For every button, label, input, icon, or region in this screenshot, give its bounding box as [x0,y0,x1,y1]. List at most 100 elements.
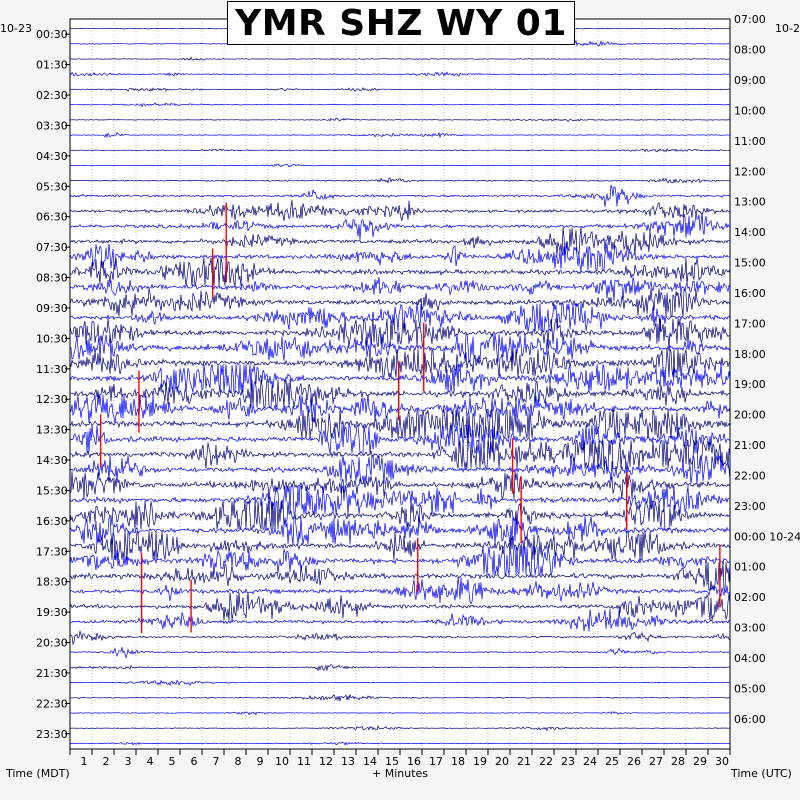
right-date-label: 10-2 [775,22,800,35]
left-time-label: 19:30 [36,606,68,619]
left-time-labels: 00:30 01:30 02:30 03:30 04:30 05:30 06:30 07:30… [36,28,70,741]
left-time-label: 12:30 [36,393,68,406]
right-time-label: 18:00 [734,348,766,361]
left-time-label: 00:30 [36,28,68,41]
trace-line [69,364,731,393]
trace-line [69,470,731,500]
x-tick-label: 12 [319,755,333,768]
x-tick-label: 10 [275,755,289,768]
right-time-label: 14:00 [734,226,766,239]
right-time-label: 15:00 [734,257,766,270]
trace-line [70,148,731,153]
trace-line [69,200,731,221]
x-tick-label: 27 [649,755,663,768]
x-tick-label: 1 [81,755,88,768]
trace-line [69,177,731,184]
right-time-label: 03:00 [734,622,766,635]
right-time-label: 23:00 [734,500,766,513]
trace-line [69,102,731,108]
trace-line [69,163,731,168]
bottom-axis-label: + Minutes [372,767,428,780]
trace-line [69,515,731,545]
x-tick-label: 6 [191,755,198,768]
plot-frame [69,18,731,750]
minute-tick-labels: 1 2 3 4 5 6 7 8 9 10 11 12 13 14 15 16 17 18 19 20 21 22 23 24 2… [81,755,730,768]
right-time-label: 16:00 [734,287,766,300]
x-tick-label: 2 [103,755,110,768]
trace-line [69,694,731,702]
left-time-label: 21:30 [36,667,68,680]
x-tick-label: 11 [297,755,311,768]
left-time-label: 18:30 [36,576,68,589]
trace-line [69,562,731,591]
trace-line [69,630,731,646]
right-time-label: 01:00 [734,561,766,574]
left-time-label: 01:30 [36,59,68,72]
trace-line [69,379,731,408]
trace-line [69,303,731,332]
right-time-label: 12:00 [734,165,766,178]
x-tick-label: 8 [235,755,242,768]
chart-title: YMR SHZ WY 01 [227,1,575,45]
trace-line [69,711,731,716]
trace-line [70,608,731,632]
x-tick-label: 14 [363,755,377,768]
left-time-label: 16:30 [36,515,68,528]
trace-line [69,117,731,122]
trace-line [69,333,731,363]
trace-line [70,679,731,687]
clipped-signals [99,202,721,634]
trace-line [69,424,731,455]
trace-line [69,408,731,440]
right-axis-label: Time (UTC) [730,767,792,780]
left-time-label: 23:30 [36,728,68,741]
trace-line [69,131,731,139]
right-time-label: 17:00 [734,317,766,330]
right-time-label: 20:00 [734,409,766,422]
x-tick-label: 23 [561,755,575,768]
x-tick-label: 9 [257,755,264,768]
left-time-label: 13:30 [36,424,68,437]
x-tick-label: 17 [429,755,443,768]
x-tick-label: 16 [407,755,421,768]
x-tick-label: 30 [715,755,729,768]
x-tick-label: 21 [517,755,531,768]
trace-line [69,546,731,576]
trace-line [69,664,731,672]
right-time-label: 08:00 [734,44,766,57]
trace-line [69,454,731,484]
left-time-label: 06:30 [36,211,68,224]
left-time-label: 03:30 [36,119,68,132]
left-time-label: 22:30 [36,697,68,710]
left-axis-label: Time (MDT) [5,767,70,780]
trace-line [69,56,731,61]
trace-line [69,318,731,348]
trace-line [69,500,731,531]
right-time-label: 10:00 [734,104,766,117]
minute-grid [69,19,731,755]
right-time-label: 13:00 [734,196,766,209]
right-time-label: 21:00 [734,439,766,452]
trace-line [69,485,731,515]
trace-line [69,531,731,560]
trace-line [69,349,731,378]
trace-line [69,394,731,423]
left-time-label: 11:30 [36,363,68,376]
x-tick-label: 7 [213,755,220,768]
left-time-label: 05:30 [36,180,68,193]
trace-line [69,725,730,732]
x-tick-label: 25 [605,755,619,768]
left-time-label: 14:30 [36,454,68,467]
x-tick-label: 15 [385,755,399,768]
x-tick-label: 24 [583,755,597,768]
left-time-label: 08:30 [36,272,68,285]
trace-line [69,184,731,207]
x-tick-label: 19 [473,755,487,768]
right-time-label: 04:00 [734,652,766,665]
x-tick-label: 18 [451,755,465,768]
x-tick-label: 3 [125,755,132,768]
trace-line [70,741,730,746]
right-time-label: 05:00 [734,682,766,695]
trace-line [69,647,731,660]
